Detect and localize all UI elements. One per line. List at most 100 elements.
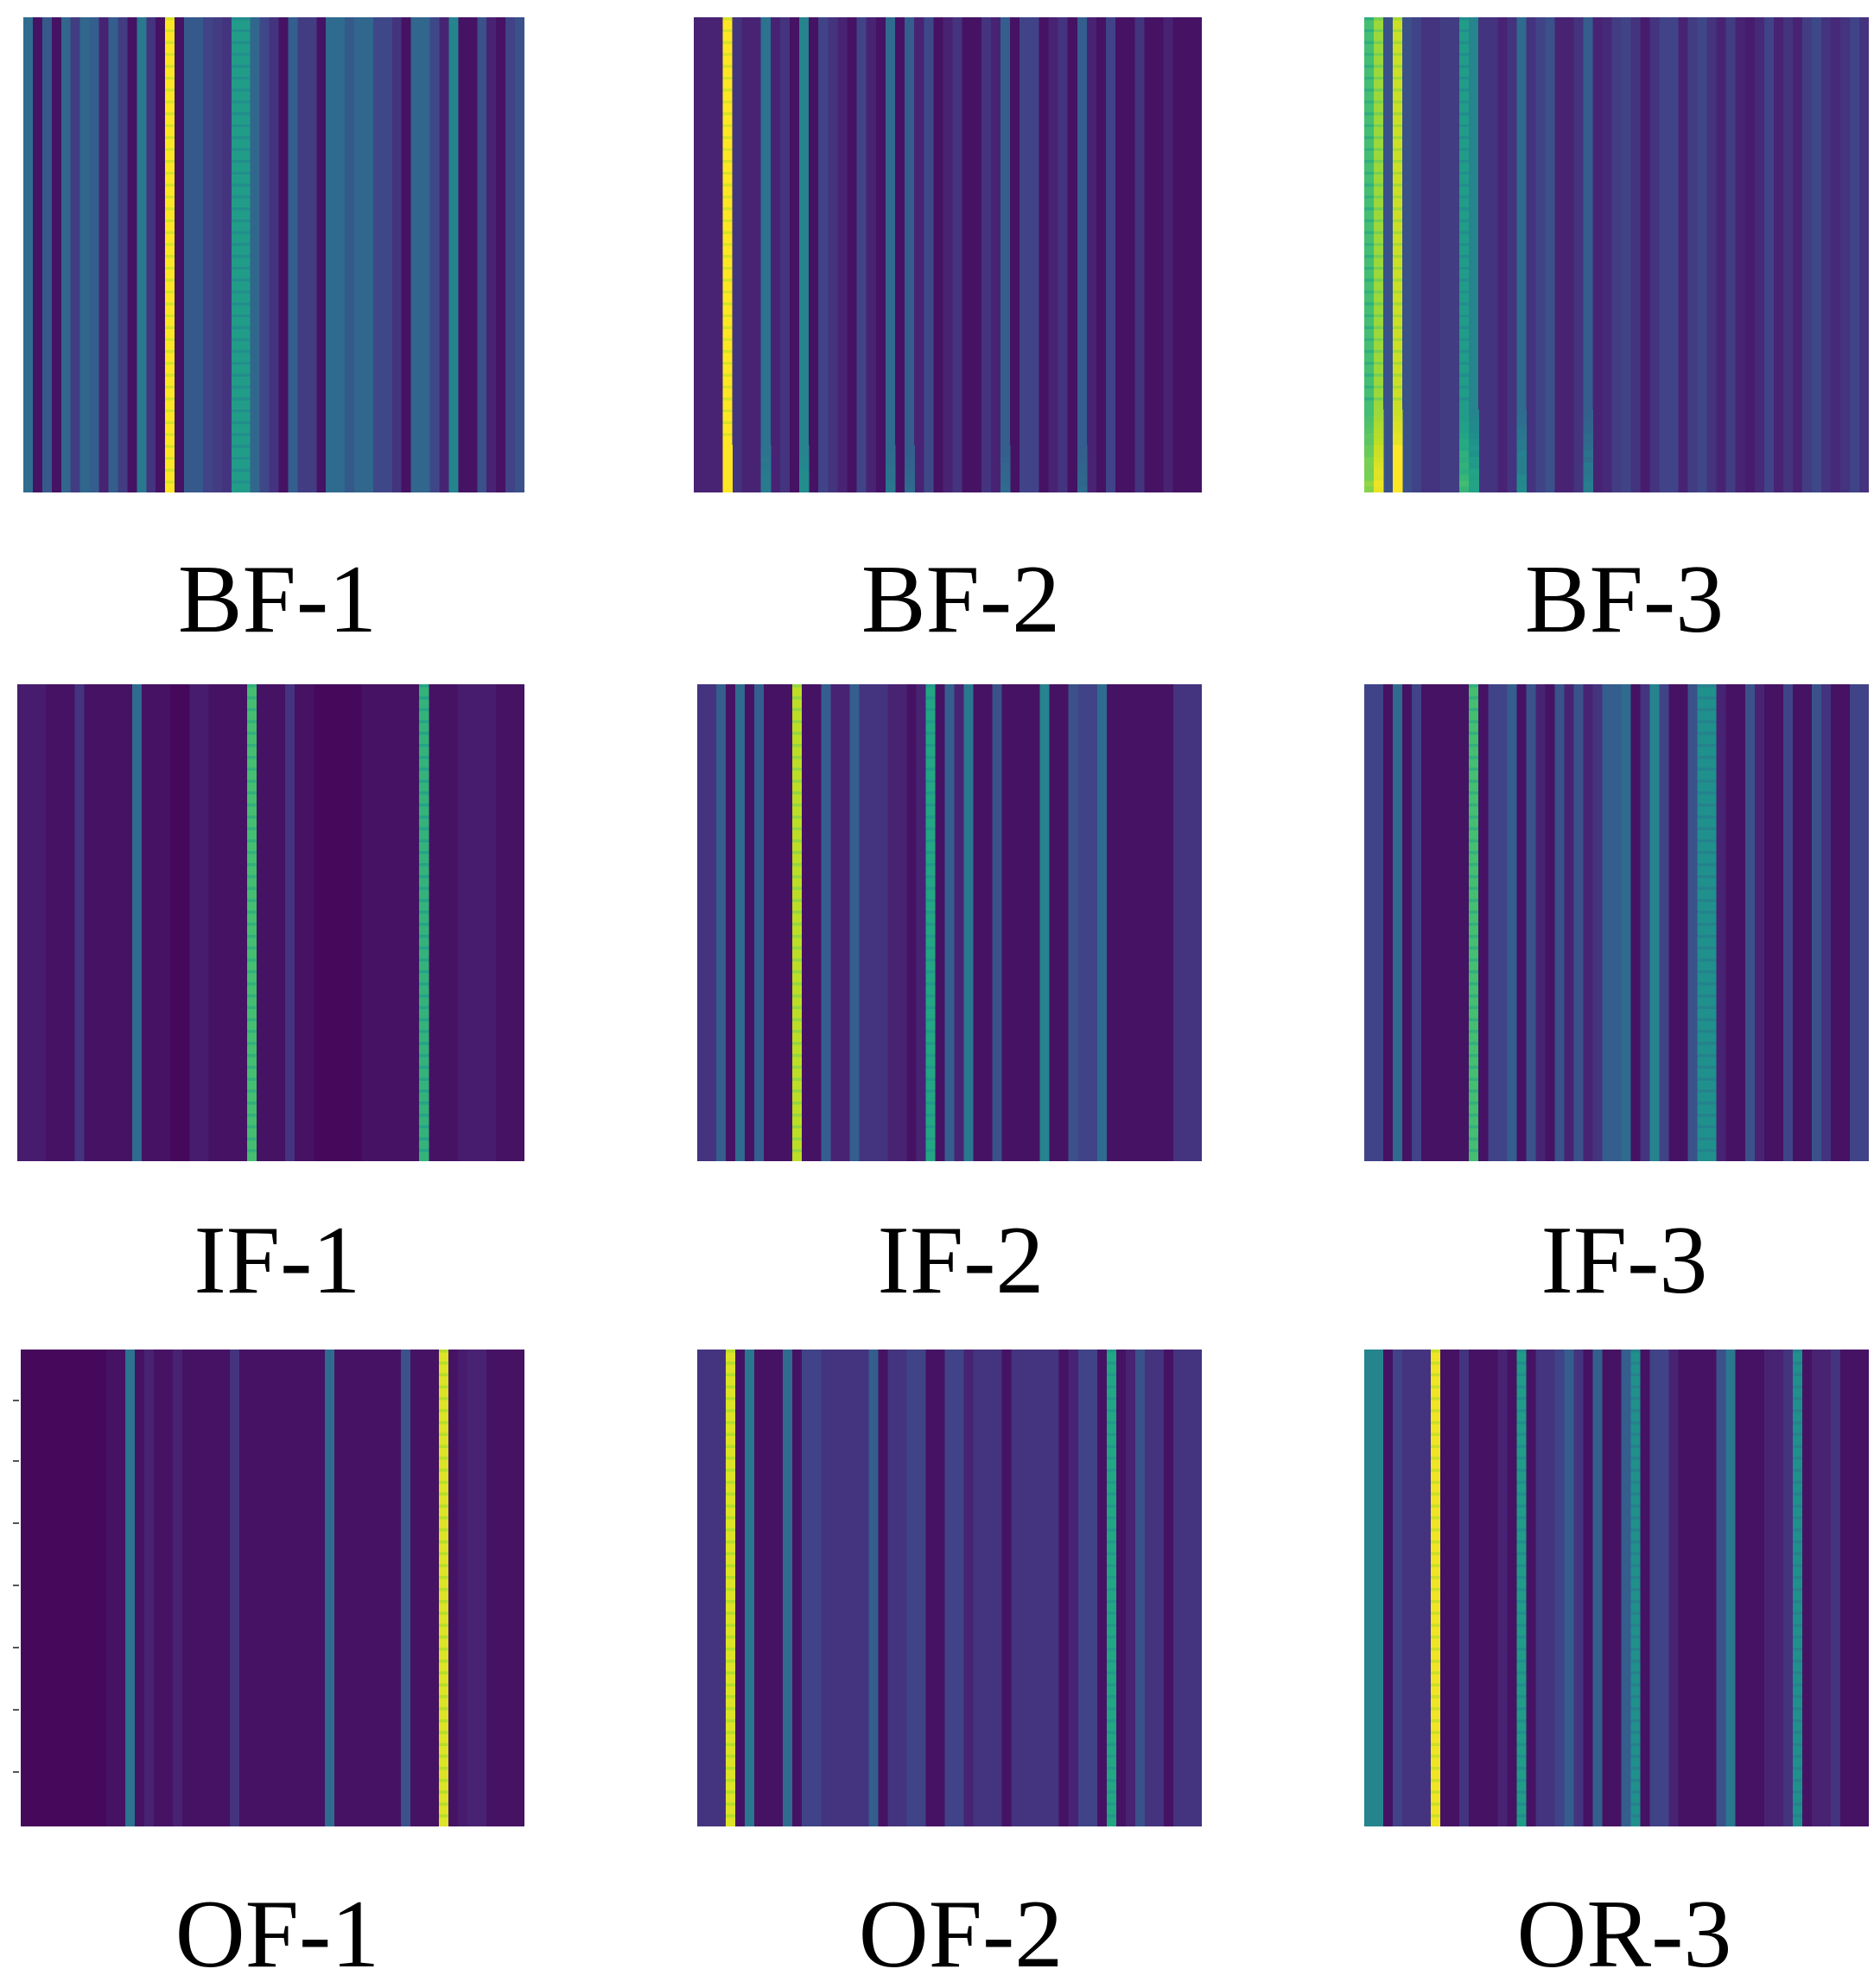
heatmap-cell bbox=[1364, 445, 1375, 452]
heatmap-cell bbox=[1364, 76, 1375, 80]
heatmap-column bbox=[131, 684, 143, 1161]
heatmap-cell bbox=[1431, 1767, 1441, 1770]
heatmap-column bbox=[828, 17, 839, 492]
heatmap-column bbox=[30, 1350, 41, 1826]
heatmap-column bbox=[1058, 684, 1070, 1161]
heatmap-cell bbox=[246, 755, 257, 759]
heatmap-cell bbox=[246, 1018, 257, 1021]
heatmap-cell bbox=[1106, 1385, 1117, 1388]
heatmap-cell bbox=[885, 480, 896, 487]
heatmap-column bbox=[1115, 1350, 1127, 1826]
heatmap-column bbox=[1659, 1350, 1670, 1826]
heatmap-column bbox=[1801, 17, 1813, 492]
heatmap-cell bbox=[1431, 1599, 1441, 1604]
heatmap-cell bbox=[165, 17, 175, 21]
panel-label: IF-3 bbox=[1540, 1207, 1708, 1314]
heatmap-column bbox=[1020, 684, 1032, 1161]
heatmap-column bbox=[847, 17, 858, 492]
heatmap-cell bbox=[925, 1102, 937, 1105]
heatmap-column bbox=[1182, 1350, 1193, 1826]
heatmap-cell bbox=[799, 456, 810, 464]
heatmap-cell bbox=[439, 1432, 449, 1437]
axis-tick bbox=[13, 1709, 19, 1711]
heatmap-cell bbox=[240, 136, 251, 139]
heatmap-cell bbox=[1630, 1516, 1642, 1520]
heatmap-cell bbox=[1469, 480, 1479, 487]
heatmap-cell bbox=[1706, 755, 1718, 759]
heatmap-cell bbox=[1469, 886, 1479, 891]
heatmap-column bbox=[963, 1350, 975, 1826]
heatmap-column bbox=[1450, 1350, 1460, 1826]
heatmap-cell bbox=[1516, 474, 1527, 481]
heatmap-cell bbox=[1459, 100, 1470, 104]
heatmap-column bbox=[218, 684, 229, 1161]
heatmap-cell bbox=[1630, 1659, 1642, 1663]
heatmap-cell bbox=[419, 1030, 429, 1033]
heatmap-cell bbox=[231, 373, 242, 377]
heatmap-cell bbox=[726, 1778, 736, 1782]
heatmap-cell bbox=[1106, 1480, 1117, 1484]
heatmap-cell bbox=[726, 1350, 736, 1353]
heatmap-cell bbox=[419, 1102, 429, 1105]
heatmap-cell bbox=[925, 1125, 937, 1129]
heatmap-column bbox=[1678, 684, 1689, 1161]
heatmap-column bbox=[122, 684, 133, 1161]
heatmap-cell bbox=[1516, 1516, 1527, 1520]
heatmap-cell bbox=[1706, 1137, 1718, 1140]
heatmap-cell bbox=[1706, 1018, 1718, 1021]
heatmap-cell bbox=[792, 899, 803, 902]
heatmap-cell bbox=[1374, 409, 1384, 416]
heatmap-cell bbox=[165, 266, 175, 270]
heatmap-cell bbox=[726, 1516, 736, 1520]
heatmap-cell bbox=[1431, 1683, 1441, 1686]
heatmap-column bbox=[1621, 17, 1632, 492]
panel-label: OF-2 bbox=[858, 1881, 1064, 1988]
heatmap-cell bbox=[1374, 326, 1384, 329]
heatmap-column bbox=[182, 1350, 193, 1826]
heatmap-cell bbox=[1630, 1648, 1642, 1651]
heatmap-cell bbox=[1364, 278, 1375, 282]
heatmap-column bbox=[1172, 684, 1184, 1161]
heatmap-cell bbox=[1792, 1576, 1803, 1579]
heatmap-column bbox=[151, 684, 162, 1161]
heatmap-cell bbox=[1792, 1707, 1803, 1711]
heatmap-cell bbox=[419, 899, 429, 902]
heatmap-column bbox=[495, 684, 506, 1161]
heatmap-cell bbox=[1374, 338, 1384, 341]
heatmap-cell bbox=[240, 361, 251, 365]
heatmap-cell bbox=[1706, 1077, 1718, 1081]
heatmap-cell bbox=[240, 278, 251, 282]
heatmap-cell bbox=[1630, 1420, 1642, 1425]
heatmap-cell bbox=[1469, 462, 1479, 470]
heatmap-cell bbox=[1630, 1611, 1642, 1616]
heatmap-cell bbox=[1583, 462, 1594, 470]
heatmap-column bbox=[1191, 17, 1202, 492]
heatmap-cell bbox=[246, 994, 257, 998]
heatmap-cell bbox=[246, 767, 257, 772]
heatmap-cell bbox=[246, 946, 257, 950]
heatmap-cell bbox=[1583, 456, 1594, 464]
heatmap-column bbox=[458, 17, 468, 492]
heatmap-column bbox=[1621, 684, 1632, 1161]
heatmap-cell bbox=[1459, 302, 1470, 306]
heatmap-column bbox=[1153, 684, 1165, 1161]
heatmap-column bbox=[515, 17, 524, 492]
heatmap-cell bbox=[1364, 124, 1375, 128]
heatmap-cell bbox=[722, 397, 733, 401]
heatmap-cell bbox=[1459, 462, 1470, 470]
heatmap-column bbox=[764, 1350, 774, 1826]
heatmap-cell bbox=[1697, 720, 1708, 723]
heatmap-column bbox=[175, 17, 185, 492]
heatmap-cell bbox=[1697, 851, 1708, 854]
heatmap-cell bbox=[439, 1420, 449, 1425]
heatmap-column bbox=[1516, 17, 1527, 492]
heatmap-column bbox=[783, 684, 793, 1161]
heatmap-column bbox=[1421, 684, 1432, 1161]
heatmap-cell bbox=[246, 1102, 257, 1105]
heatmap-cell bbox=[1469, 456, 1479, 464]
heatmap-column bbox=[1067, 17, 1078, 492]
heatmap-cell bbox=[1364, 462, 1375, 470]
heatmap-cell bbox=[1374, 302, 1384, 306]
heatmap-cell bbox=[1516, 1671, 1527, 1675]
heatmap-cell bbox=[1792, 1420, 1803, 1425]
